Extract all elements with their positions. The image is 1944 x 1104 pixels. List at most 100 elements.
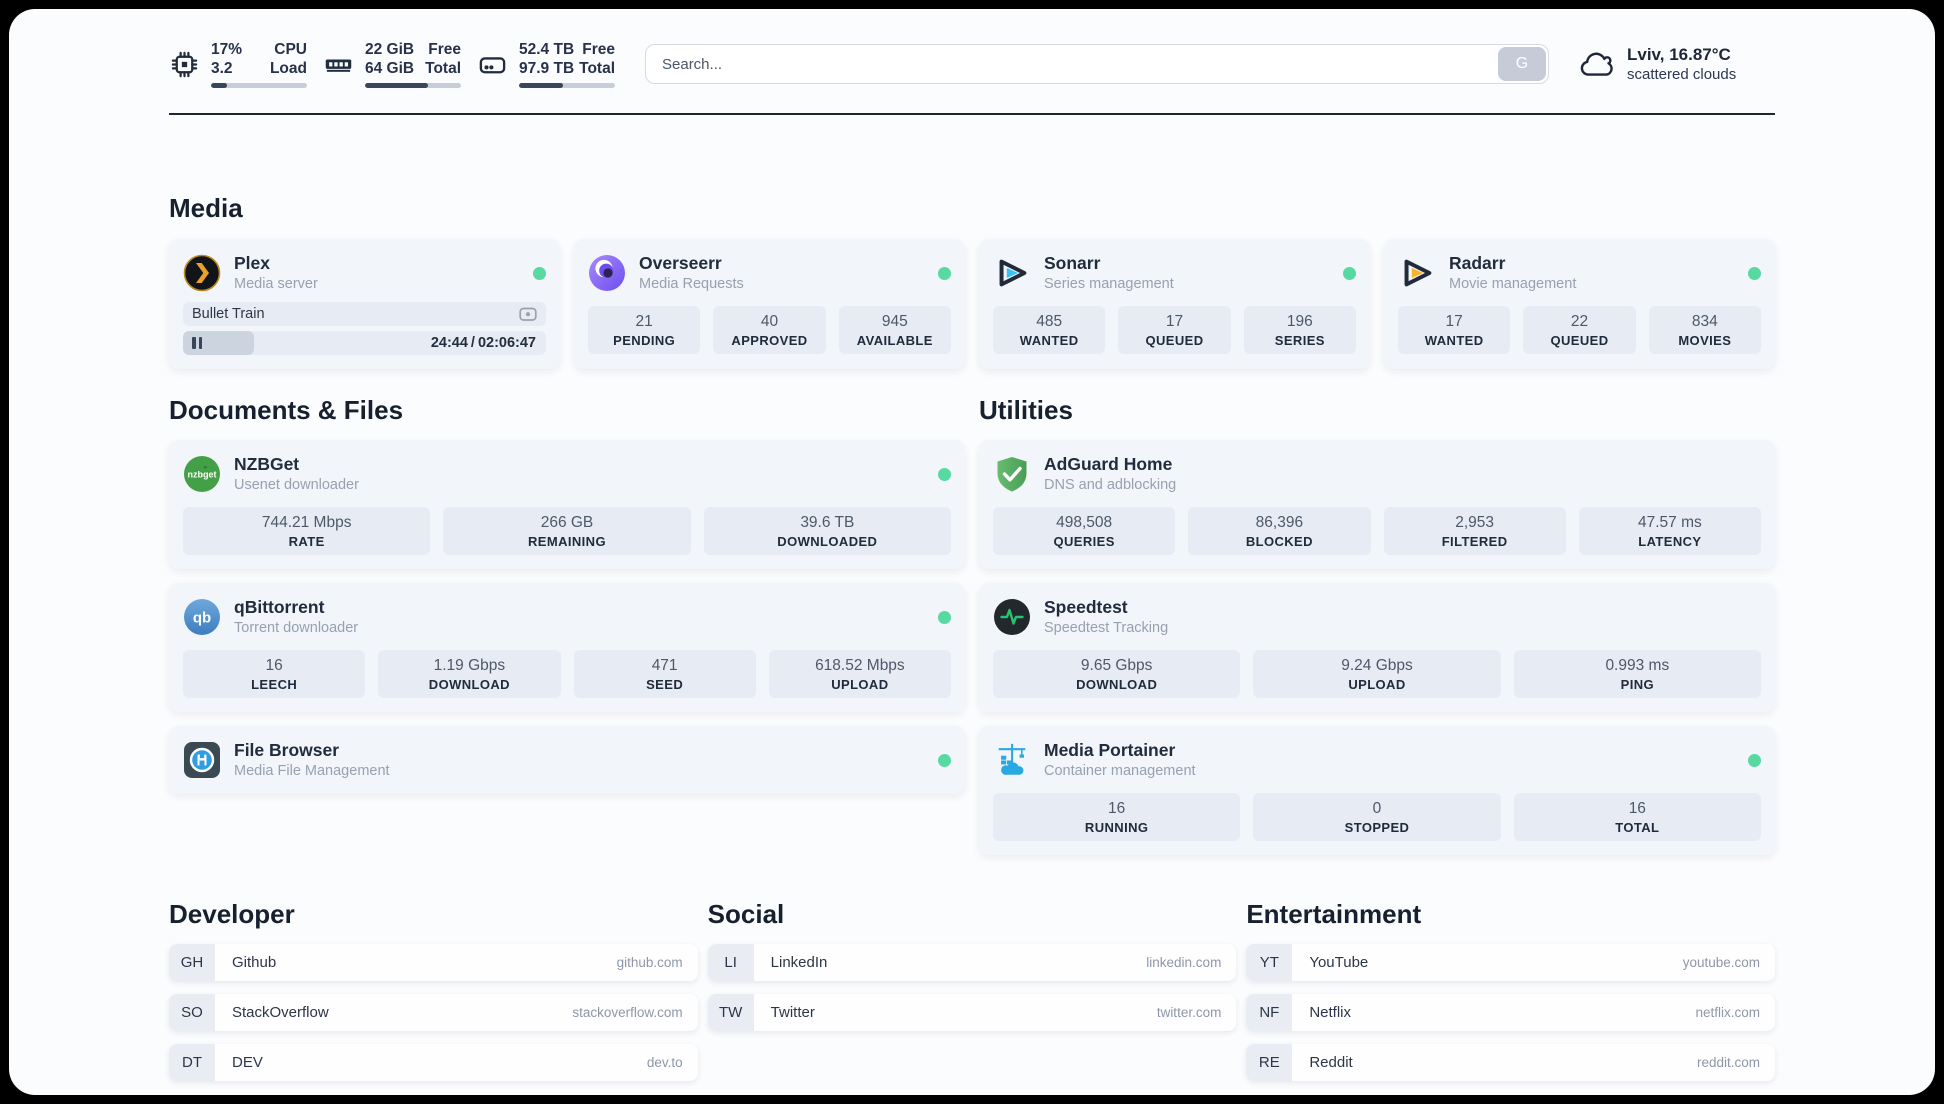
app-meta: Plex Media server <box>234 253 318 293</box>
bookmark-abbr: DT <box>169 1044 215 1081</box>
cpu-stat-widget: 17% CPU 3.2 Load <box>169 40 307 88</box>
stats-row: 485 WANTED 17 QUEUED 196 SERIES <box>993 306 1356 354</box>
svg-text:qb: qb <box>193 610 211 627</box>
stats-row: 16 LEECH 1.19 Gbps DOWNLOAD 471 SEED 6 <box>183 650 951 698</box>
search-input[interactable] <box>645 44 1549 84</box>
stat-ping: 0.993 ms PING <box>1513 650 1761 698</box>
bookmarks-section: Developer GH Github github.com SO StackO… <box>169 899 1775 1081</box>
app-card-speedtest[interactable]: Speedtest Speedtest Tracking 9.65 Gbps D… <box>979 583 1775 712</box>
stat-label: LEECH <box>251 677 298 692</box>
app-card-portainer[interactable]: Media Portainer Container management 16 … <box>979 726 1775 855</box>
section-title-documents: Documents & Files <box>169 395 404 425</box>
app-meta: AdGuard Home DNS and adblocking <box>1044 454 1176 494</box>
stat-label: BLOCKED <box>1245 534 1313 549</box>
app-card-sonarr[interactable]: Sonarr Series management 485 WANTED 17 Q… <box>979 239 1370 369</box>
card-header: nzbget NZBGet Usenet downloader <box>183 454 951 494</box>
bookmark-name: Reddit <box>1309 1054 1353 1071</box>
app-description: DNS and adblocking <box>1044 477 1177 493</box>
stat-running: 16 RUNNING <box>993 793 1241 841</box>
stat-label: SERIES <box>1274 333 1325 348</box>
app-card-radarr[interactable]: Radarr Movie management 17 WANTED 22 QUE… <box>1384 239 1775 369</box>
stat-latency: 47.57 ms LATENCY <box>1578 507 1761 555</box>
bookmark-dev[interactable]: DT DEV dev.to <box>169 1044 698 1081</box>
stat-label: DOWNLOADED <box>777 534 878 549</box>
card-header: Media Portainer Container management <box>993 740 1761 780</box>
bookmark-abbr: YT <box>1246 944 1293 981</box>
disk-icon <box>479 56 506 73</box>
stat-label: QUEUED <box>1145 333 1204 348</box>
stat-approved: 40 APPROVED <box>713 306 826 354</box>
app-card-plex[interactable]: Plex Media server Bullet Train 24:44 / <box>169 239 560 369</box>
app-name: Radarr <box>1449 253 1506 273</box>
pause-button[interactable] <box>192 337 202 349</box>
storage-total-label: Total <box>579 60 615 77</box>
app-card-overseerr[interactable]: Overseerr Media Requests 21 PENDING 40 A… <box>574 239 965 369</box>
app-name: Plex <box>234 253 270 273</box>
card-header: Plex Media server <box>183 253 546 293</box>
bookmark-group-title: Social <box>707 899 785 929</box>
stat-value: 16 <box>265 657 283 674</box>
bookmark-abbr: GH <box>169 944 215 981</box>
stat-value: 16 <box>1628 800 1646 817</box>
speedtest-icon <box>993 598 1031 636</box>
plex-icon <box>183 254 221 292</box>
app-card-nzbget[interactable]: nzbget NZBGet Usenet downloader 744.21 <box>169 440 965 569</box>
bookmark-name: Netflix <box>1309 1004 1352 1021</box>
stat-value: 485 <box>1036 313 1063 330</box>
total-duration: 02:06:47 <box>477 335 536 351</box>
app-meta: qBittorrent Torrent downloader <box>234 597 358 637</box>
bookmark-list: GH Github github.com SO StackOverflow st… <box>169 944 698 1081</box>
stat-label: QUERIES <box>1053 534 1115 549</box>
storage-free-value: 52.4 TB <box>519 41 575 58</box>
bookmark-youtube[interactable]: YT YouTube youtube.com <box>1246 944 1775 981</box>
app-description: Speedtest Tracking <box>1044 620 1169 636</box>
bookmark-netflix[interactable]: NF Netflix netflix.com <box>1246 994 1775 1031</box>
bookmark-abbr: RE <box>1246 1044 1293 1081</box>
app-name: Overseerr <box>639 253 722 273</box>
bookmark-stackoverflow[interactable]: SO StackOverflow stackoverflow.com <box>169 994 698 1031</box>
stat-label: DOWNLOAD <box>428 677 510 692</box>
status-online-dot <box>1748 753 1761 767</box>
stat-value: 17 <box>1445 313 1463 330</box>
app-card-qbittorrent[interactable]: qb qBittorrent Torrent downloader 16 LEE… <box>169 583 965 712</box>
stat-value: 0.993 ms <box>1605 657 1670 674</box>
memory-stat-values: 22 GiB Free 64 GiB Total <box>365 40 461 88</box>
radarr-icon <box>1398 254 1436 292</box>
bookmark-linkedin[interactable]: LI LinkedIn linkedin.com <box>707 944 1237 981</box>
dashboard-page: 17% CPU 3.2 Load <box>9 9 1935 1095</box>
app-card-filebrowser[interactable]: File Browser Media File Management <box>169 726 965 794</box>
stat-value: 834 <box>1691 313 1718 330</box>
storage-stat-widget: 52.4 TB Free 97.9 TB Total <box>477 40 615 88</box>
memory-free-value: 22 GiB <box>365 41 415 58</box>
status-online-dot <box>938 467 951 481</box>
weather-condition: scattered clouds <box>1627 66 1737 83</box>
storage-progress-bar <box>519 83 615 88</box>
bookmark-name: DEV <box>232 1054 263 1071</box>
app-description: Movie management <box>1449 276 1577 292</box>
stat-download: 1.19 Gbps DOWNLOAD <box>378 650 561 698</box>
card-header: File Browser Media File Management <box>183 740 951 780</box>
overseerr-icon <box>588 254 626 292</box>
stat-label: MOVIES <box>1678 333 1732 348</box>
stat-downloaded: 39.6 TB DOWNLOADED <box>703 507 951 555</box>
card-header: Speedtest Speedtest Tracking <box>993 597 1761 637</box>
bookmark-group-title: Developer <box>169 899 295 929</box>
now-playing-row: Bullet Train <box>183 302 546 326</box>
bookmark-reddit[interactable]: RE Reddit reddit.com <box>1246 1044 1775 1081</box>
search-engine-button[interactable]: G <box>1498 47 1546 81</box>
bookmark-github[interactable]: GH Github github.com <box>169 944 698 981</box>
media-grid: Plex Media server Bullet Train 24:44 / <box>169 239 1775 369</box>
stat-label: SEED <box>646 677 684 692</box>
app-card-adguard[interactable]: AdGuard Home DNS and adblocking 498,508 … <box>979 440 1775 569</box>
stat-label: DOWNLOAD <box>1076 677 1158 692</box>
bookmark-url: youtube.com <box>1682 955 1760 970</box>
stat-label: WANTED <box>1424 333 1484 348</box>
app-name: Sonarr <box>1044 253 1101 273</box>
search-bar: G <box>645 44 1549 84</box>
playback-progress: 24:44 / 02:06:47 <box>183 331 546 355</box>
status-online-dot <box>1343 266 1356 280</box>
stat-label: RATE <box>288 534 325 549</box>
bookmark-abbr: LI <box>707 944 754 981</box>
bookmark-twitter[interactable]: TW Twitter twitter.com <box>707 994 1237 1031</box>
stat-value: 86,396 <box>1255 514 1304 531</box>
